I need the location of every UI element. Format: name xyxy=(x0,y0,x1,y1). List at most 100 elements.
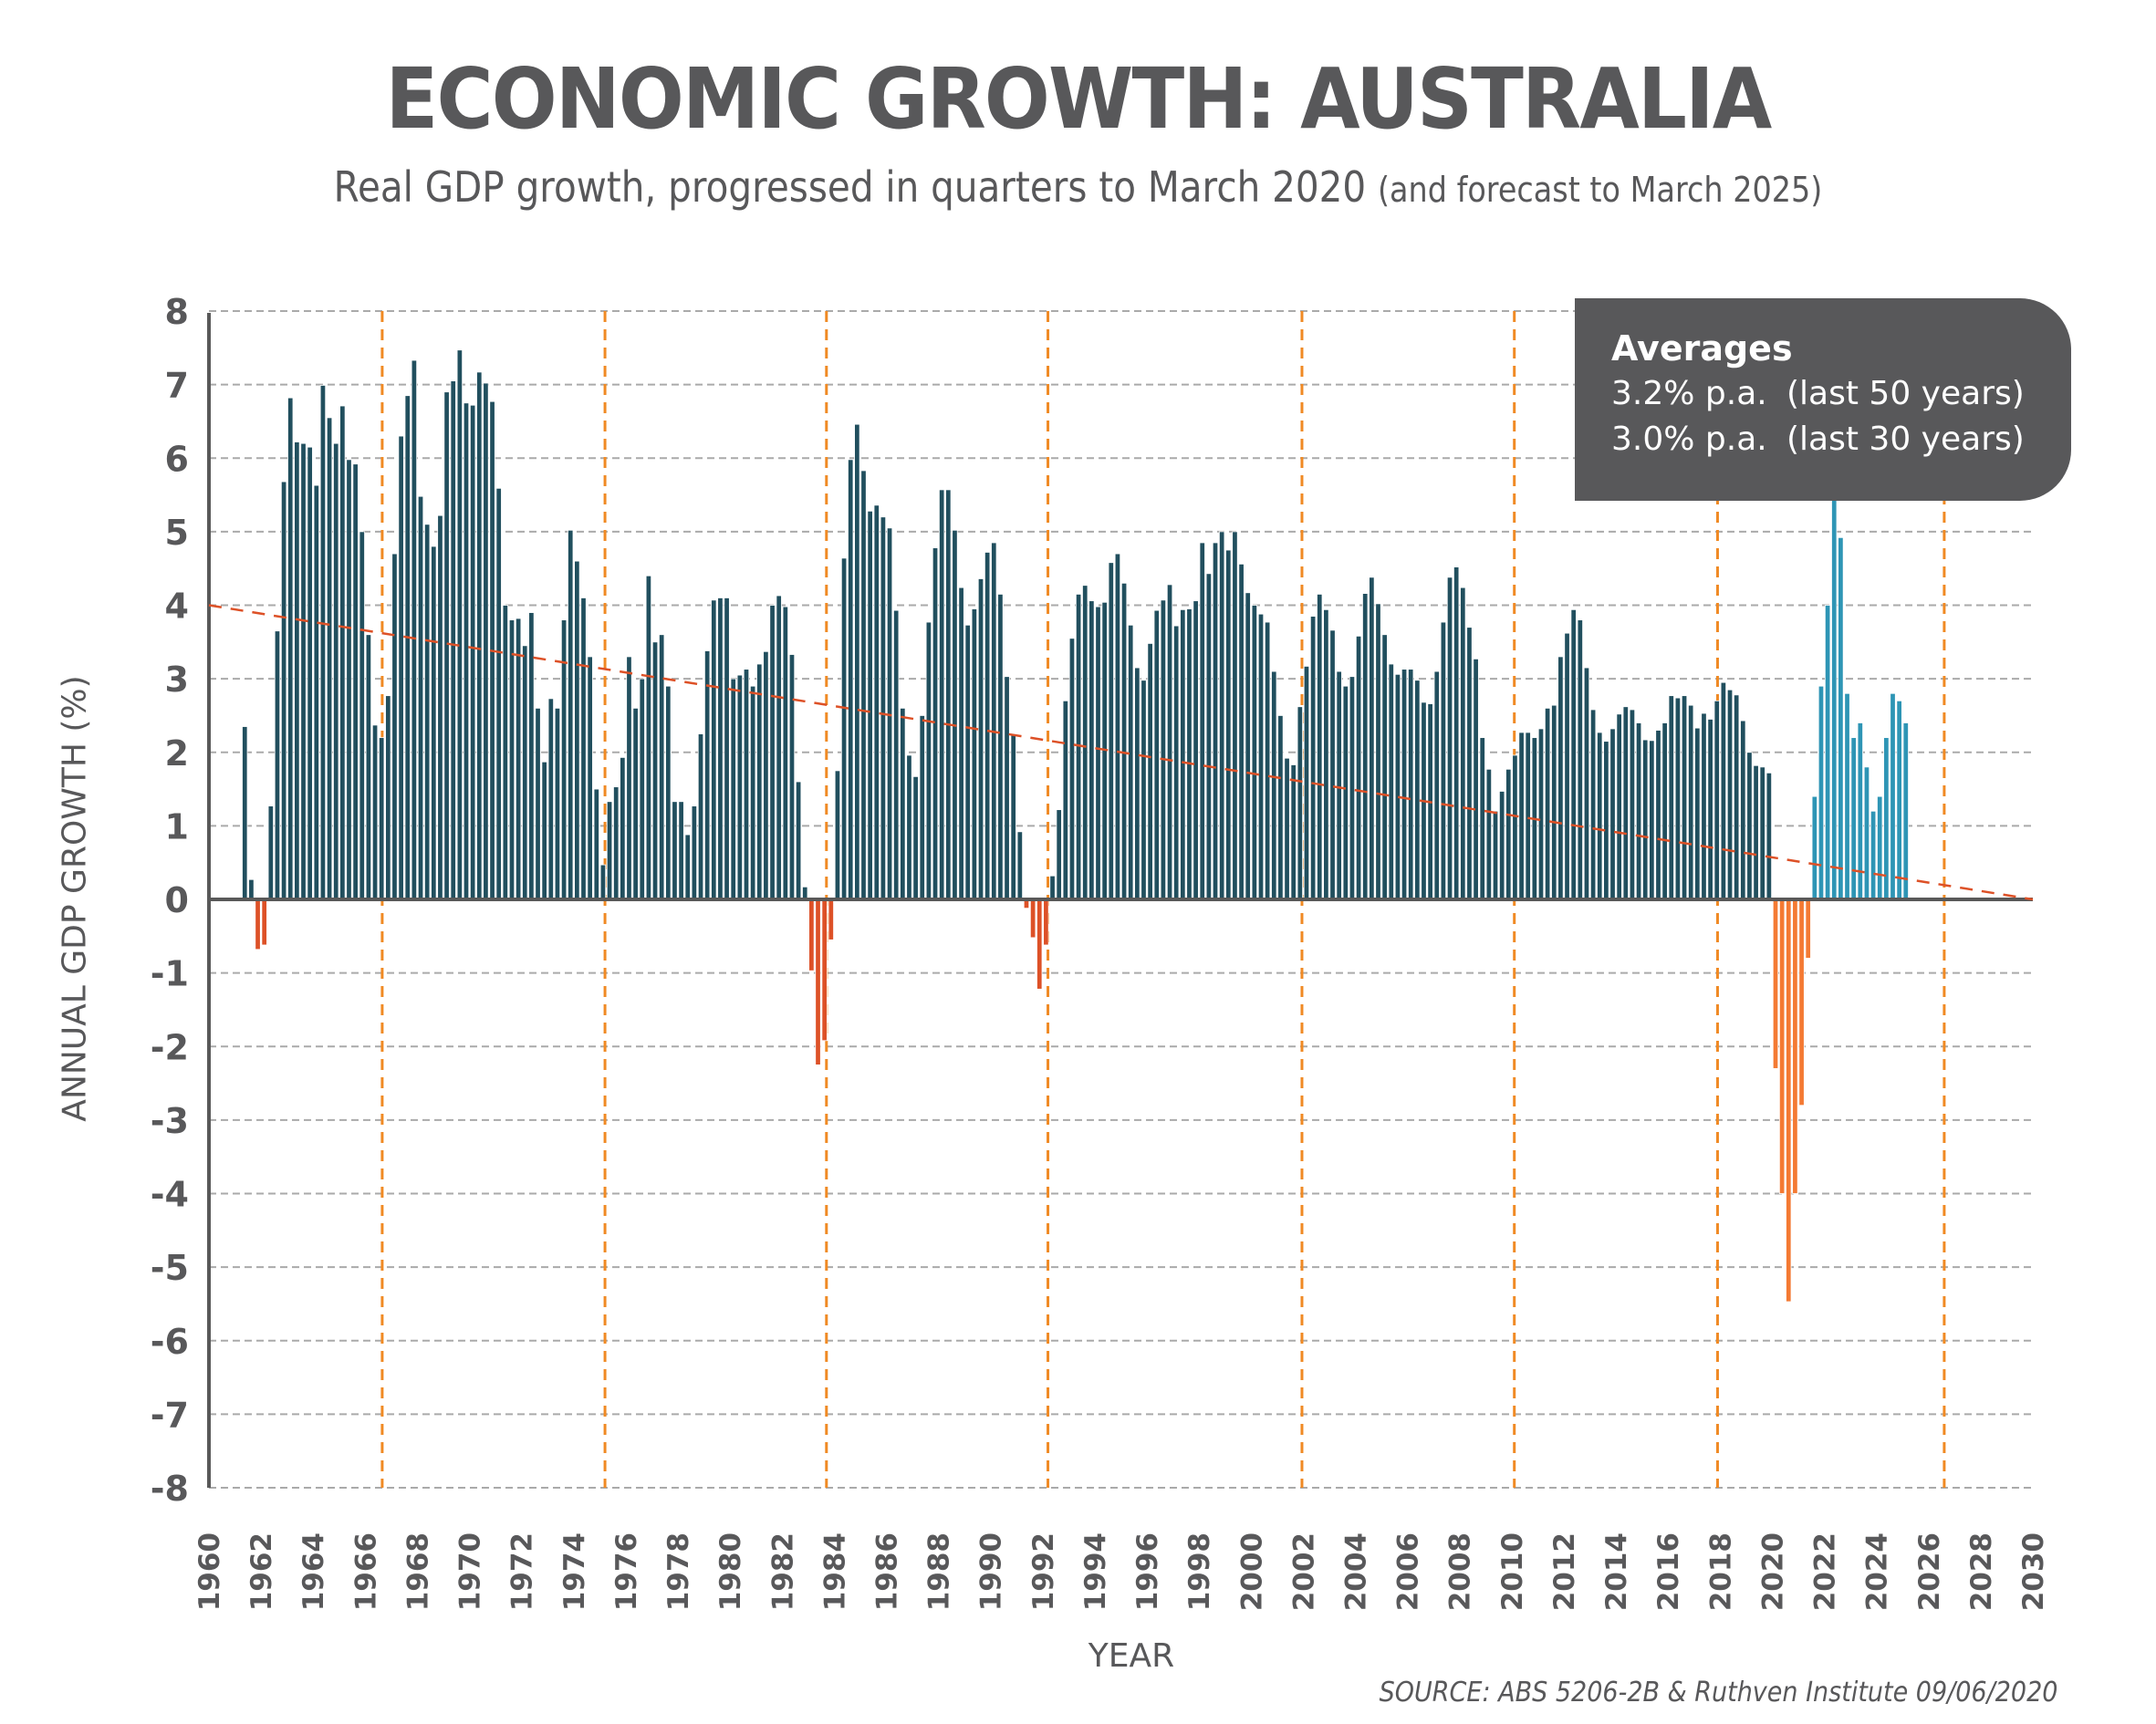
bar xyxy=(952,529,958,900)
x-tick-label: 2020 xyxy=(1756,1532,1789,1611)
bar xyxy=(1369,576,1375,900)
x-tick-label: 2014 xyxy=(1600,1532,1633,1611)
bar xyxy=(1733,694,1740,900)
bar xyxy=(1701,712,1707,900)
bar xyxy=(711,599,717,900)
bar xyxy=(528,612,535,900)
bar xyxy=(1317,594,1323,900)
bar xyxy=(1284,757,1290,900)
x-tick-label: 1972 xyxy=(506,1532,539,1611)
bar xyxy=(280,481,287,900)
bar xyxy=(1433,670,1440,900)
bar xyxy=(1108,562,1114,900)
bar xyxy=(873,504,880,900)
bar xyxy=(450,380,456,900)
bar xyxy=(1674,697,1682,900)
bar xyxy=(287,397,294,900)
x-tick-label: 1968 xyxy=(402,1532,435,1611)
bar xyxy=(1505,768,1512,900)
bar xyxy=(912,775,919,900)
bar xyxy=(1408,669,1414,900)
bar xyxy=(1199,542,1205,900)
bar xyxy=(1095,606,1101,900)
bar xyxy=(834,770,841,900)
bar xyxy=(1362,593,1369,900)
bar xyxy=(1264,621,1271,900)
bar xyxy=(1068,638,1076,900)
bar xyxy=(423,524,431,900)
bar xyxy=(1257,613,1265,900)
x-tick-label: 1966 xyxy=(349,1532,382,1611)
bar xyxy=(919,715,925,900)
bar xyxy=(1297,706,1304,900)
bar-covid-downturn xyxy=(1786,898,1792,1303)
bar-forecast xyxy=(1844,692,1850,900)
bar xyxy=(554,707,561,900)
bar-negative xyxy=(828,898,834,940)
bar xyxy=(971,608,978,900)
x-tick-label: 1996 xyxy=(1131,1532,1164,1611)
bar xyxy=(659,634,665,900)
x-tick-label: 1974 xyxy=(558,1532,591,1611)
bar xyxy=(958,587,964,900)
bar xyxy=(703,650,711,900)
bar xyxy=(547,698,554,900)
y-tick-label: 7 xyxy=(165,366,189,406)
bar-negative xyxy=(1029,898,1036,939)
bar xyxy=(626,656,632,900)
x-tick-labels: 1960 1962 1964 1966 1968 1970 1972 1974 1976 1978… xyxy=(193,1532,2050,1611)
bar xyxy=(1746,752,1753,900)
bar xyxy=(1537,728,1545,900)
bar-negative xyxy=(815,898,821,1065)
bar-negative xyxy=(821,898,828,1042)
bar xyxy=(697,733,704,900)
bar xyxy=(535,707,541,900)
bar xyxy=(1212,542,1219,900)
bar xyxy=(925,621,932,900)
bar xyxy=(1759,766,1765,900)
bar xyxy=(769,605,776,900)
bar xyxy=(1016,831,1024,900)
bar xyxy=(684,834,691,900)
bar xyxy=(743,669,750,900)
x-tick-label: 2004 xyxy=(1340,1532,1373,1611)
bar xyxy=(1225,549,1232,900)
bars xyxy=(242,349,1909,1303)
bar xyxy=(1765,772,1773,900)
bar xyxy=(1153,609,1160,900)
bar xyxy=(522,645,528,900)
bar xyxy=(678,801,684,900)
bar xyxy=(1251,605,1258,900)
bar xyxy=(893,609,900,900)
trend-line-group xyxy=(208,604,2034,901)
x-tick-label: 2008 xyxy=(1444,1532,1477,1611)
bar xyxy=(1597,732,1603,900)
bar xyxy=(1577,619,1583,900)
x-tick-label: 2012 xyxy=(1548,1532,1581,1611)
average-period: (last 50 years) xyxy=(1786,375,2025,412)
average-value: 3.2% p.a. xyxy=(1611,375,1767,412)
y-axis-label: ANNUAL GDP GROWTH (%) xyxy=(56,675,94,1122)
bar xyxy=(867,510,873,900)
y-tick-label: 6 xyxy=(165,439,189,479)
bar xyxy=(1564,632,1570,900)
bar xyxy=(1088,600,1095,900)
bar xyxy=(795,781,802,900)
x-tick-label: 1962 xyxy=(245,1532,278,1611)
bar xyxy=(730,678,736,900)
x-tick-label: 2010 xyxy=(1496,1532,1529,1611)
bar xyxy=(411,359,418,900)
bar-covid-downturn xyxy=(1792,898,1798,1194)
bar xyxy=(939,489,945,900)
bar-forecast xyxy=(1877,795,1883,900)
bar xyxy=(515,618,522,900)
bar xyxy=(1635,722,1642,900)
bar xyxy=(568,529,574,900)
bar xyxy=(456,349,463,900)
average-row: 3.0% p.a. (last 30 years) xyxy=(1611,417,2071,462)
x-tick-label: 2000 xyxy=(1235,1532,1268,1611)
x-tick-label: 1964 xyxy=(297,1532,330,1611)
bar-forecast xyxy=(1838,536,1844,900)
y-tick-label: -4 xyxy=(151,1175,189,1215)
bar xyxy=(1603,741,1609,900)
